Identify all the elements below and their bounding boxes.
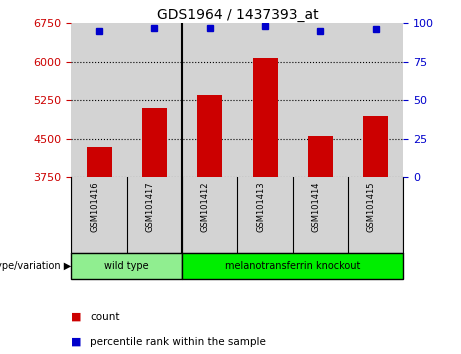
Text: ■: ■	[71, 337, 85, 347]
Text: percentile rank within the sample: percentile rank within the sample	[90, 337, 266, 347]
Bar	[71, 253, 182, 279]
Text: ■: ■	[71, 312, 85, 322]
Text: GSM101417: GSM101417	[145, 181, 154, 232]
Text: wild type: wild type	[105, 261, 149, 271]
Text: GSM101412: GSM101412	[201, 181, 210, 232]
Text: GSM101415: GSM101415	[366, 181, 376, 232]
Bar	[363, 116, 388, 177]
Bar	[308, 136, 333, 177]
Text: genotype/variation ▶: genotype/variation ▶	[0, 261, 71, 271]
Title: GDS1964 / 1437393_at: GDS1964 / 1437393_at	[157, 8, 318, 22]
Text: GSM101414: GSM101414	[311, 181, 320, 232]
Bar	[197, 95, 222, 177]
Text: melanotransferrin knockout: melanotransferrin knockout	[225, 261, 361, 271]
Text: GSM101413: GSM101413	[256, 181, 265, 232]
Text: GSM101416: GSM101416	[90, 181, 99, 232]
Bar	[253, 57, 278, 177]
Bar	[142, 108, 167, 177]
Text: count: count	[90, 312, 119, 322]
Bar	[182, 253, 403, 279]
Bar	[87, 147, 112, 177]
